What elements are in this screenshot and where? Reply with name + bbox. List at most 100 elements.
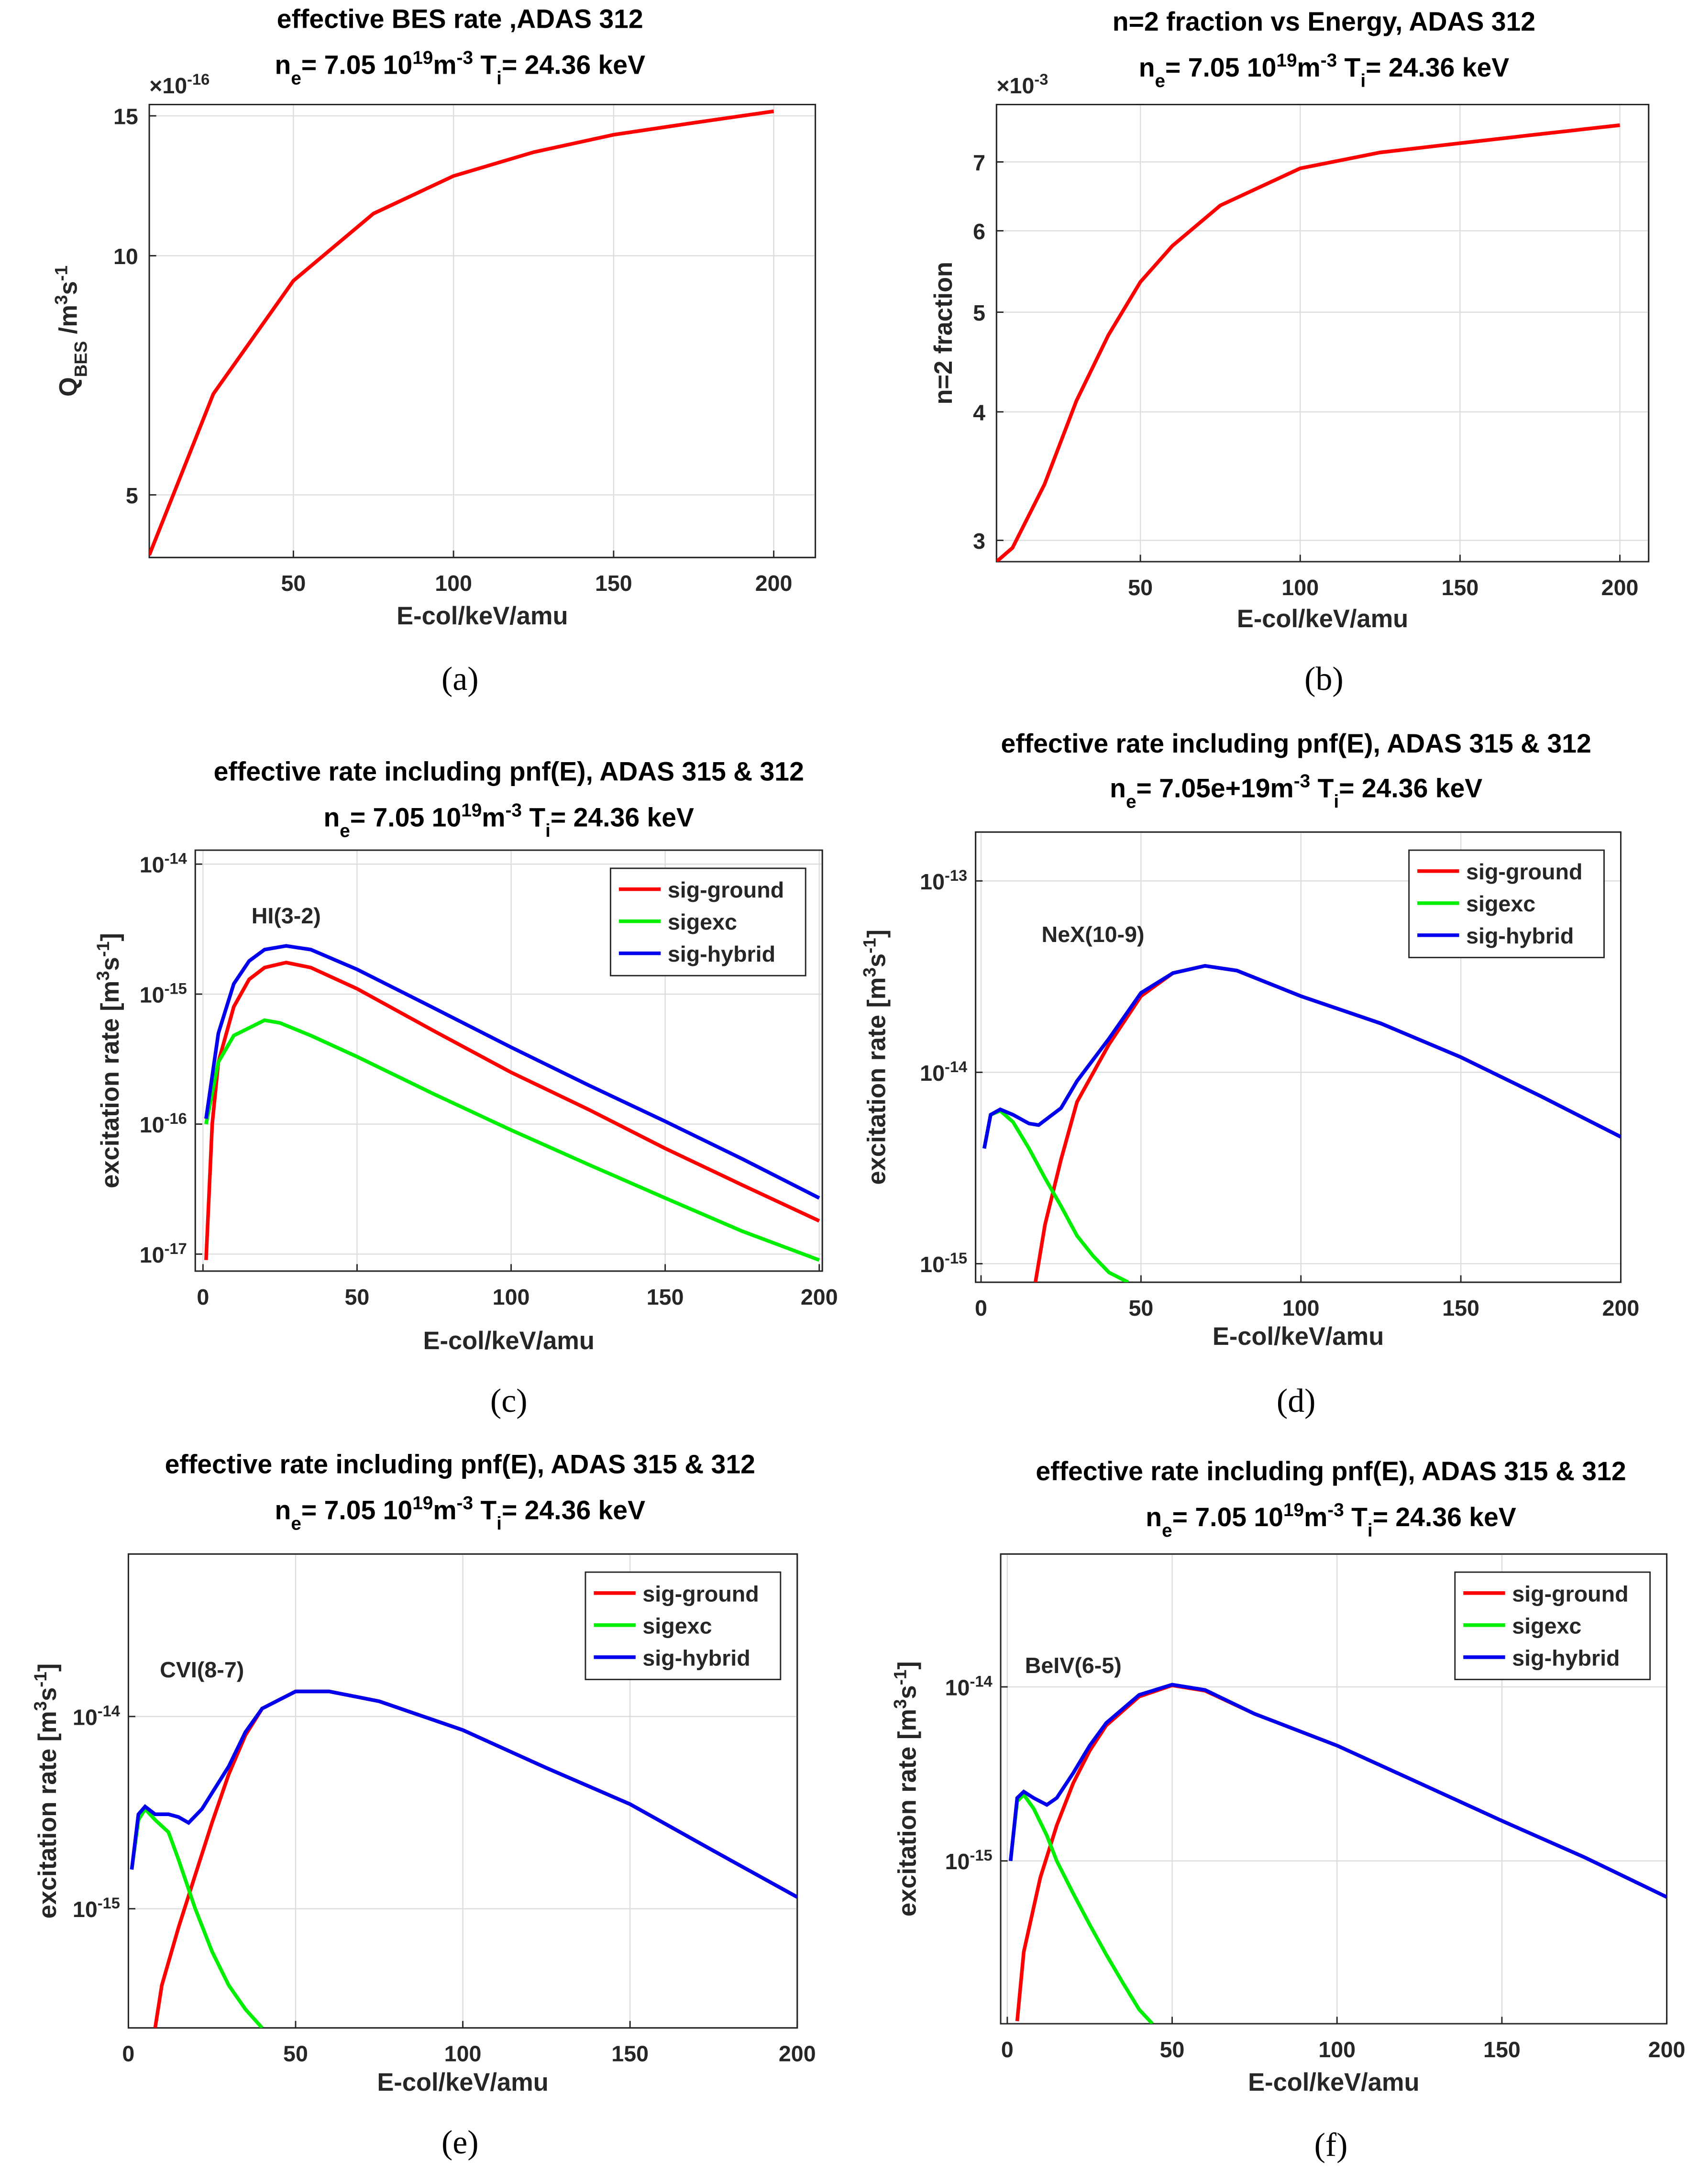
y-tick-label: 3 — [973, 529, 985, 554]
plot-frame — [975, 831, 1622, 1283]
y-tick-label: 6 — [973, 219, 985, 244]
text-part: m — [1297, 53, 1321, 82]
text-sup: -14 — [945, 1057, 967, 1075]
x-tick-label: 200 — [1648, 2037, 1686, 2062]
text-part: = 24.36 keV — [1373, 1502, 1516, 1532]
text-sub: i — [1334, 791, 1339, 812]
text-sup: 19 — [412, 47, 433, 68]
text-sup: -15 — [98, 1894, 120, 1912]
text-sup: -1 — [30, 1672, 50, 1687]
y-tick-label: 10-16 — [140, 1109, 187, 1138]
y-tick-label: 10-15 — [945, 1846, 993, 1874]
text-part: m — [433, 1495, 456, 1525]
chart-title: effective rate including pnf(E), ADAS 31… — [214, 756, 804, 786]
x-tick-label: 150 — [595, 571, 632, 596]
y-tick-label: 4 — [973, 400, 985, 425]
x-tick-label: 100 — [1282, 1296, 1320, 1320]
text-sub: i — [1368, 1520, 1373, 1541]
x-tick-label: 50 — [1160, 2037, 1185, 2062]
x-axis-label: E-col/keV/amu — [1248, 2069, 1419, 2096]
y-axis-label: n=2 fraction — [930, 262, 958, 405]
x-axis-label: E-col/keV/amu — [1237, 605, 1408, 633]
plot-area — [148, 104, 816, 558]
text-part: 10 — [140, 1112, 165, 1137]
text-part: 10 — [140, 853, 165, 877]
data-line — [204, 1018, 820, 1262]
text-part: = 7.05e+19m — [1136, 773, 1293, 803]
text-sup: -16 — [187, 70, 210, 88]
text-part: m — [482, 803, 505, 832]
text-part: Q — [55, 377, 83, 397]
text-sup: -15 — [970, 1846, 992, 1864]
text-sup: -3 — [457, 47, 473, 68]
y-tick-label: 10-14 — [140, 849, 187, 877]
text-sup: -1 — [860, 938, 879, 953]
legend-label: sig-hybrid — [642, 1645, 750, 1670]
text-part: s — [97, 957, 124, 971]
x-tick-label: 100 — [1281, 575, 1319, 600]
y-tick-label: 10-15 — [140, 979, 187, 1008]
data-line — [996, 123, 1620, 562]
text-sup: -15 — [945, 1249, 967, 1266]
text-part: T — [522, 803, 545, 832]
y-tick-label: 10-14 — [945, 1672, 993, 1700]
chart-subtitle: ne= 7.05 1019m-3 Ti= 24.36 keV — [275, 1493, 646, 1534]
text-sup: -3 — [1327, 1499, 1344, 1520]
text-part: 10 — [920, 1252, 945, 1277]
plot-frame — [995, 104, 1650, 563]
data-line — [204, 960, 820, 1260]
text-part: = 24.36 keV — [1339, 773, 1482, 803]
x-tick-label: 150 — [1442, 575, 1479, 600]
text-sub: i — [496, 68, 502, 89]
text-sub: e — [340, 820, 350, 841]
y-tick-label: 15 — [113, 104, 138, 129]
legend-label: sig-ground — [668, 877, 784, 902]
y-tick-label: 5 — [126, 483, 138, 508]
text-part: ] — [97, 933, 124, 941]
y-tick-label: 7 — [973, 150, 985, 175]
text-part: T — [1337, 53, 1360, 82]
legend-label: sigexc — [1466, 891, 1535, 916]
text-sub: e — [1126, 791, 1136, 812]
x-tick-label: 200 — [1601, 575, 1639, 600]
plot-area — [995, 104, 1650, 563]
x-tick-label: 200 — [755, 571, 793, 596]
text-sup: 19 — [1276, 50, 1297, 71]
x-tick-label: 200 — [779, 2041, 816, 2066]
text-sup: -14 — [98, 1702, 120, 1719]
chart-subtitle: ne= 7.05e+19m-3 Ti= 24.36 keV — [1110, 771, 1482, 812]
text-sup: -3 — [506, 800, 522, 820]
text-sub: BES — [71, 341, 90, 377]
x-tick-label: 100 — [435, 571, 472, 596]
legend-label: sig-ground — [642, 1581, 759, 1606]
text-sup: -14 — [970, 1672, 992, 1690]
chart-title: effective rate including pnf(E), ADAS 31… — [1036, 1456, 1626, 1486]
text-part: 10 — [140, 1242, 165, 1267]
text-part: excitation rate [m — [97, 981, 124, 1188]
text-part: n — [275, 50, 291, 79]
caption: (e) — [441, 2124, 479, 2161]
text-part: = 24.36 keV — [502, 50, 645, 79]
data-line — [1009, 1792, 1154, 2024]
annotation: NeX(10-9) — [1042, 922, 1145, 947]
text-part: T — [473, 1495, 496, 1525]
text-part: n — [1110, 773, 1126, 803]
x-tick-label: 200 — [1602, 1296, 1640, 1320]
text-sub: i — [1360, 71, 1366, 91]
caption: (f) — [1314, 2127, 1348, 2164]
legend-label: sigexc — [668, 909, 737, 934]
text-part: excitation rate [m — [34, 1711, 62, 1918]
text-sup: -3 — [1321, 50, 1337, 71]
chart-subtitle: ne= 7.05 1019m-3 Ti= 24.36 keV — [323, 800, 694, 841]
text-sup: -3 — [1034, 70, 1048, 88]
axis-multiplier: ×10-16 — [149, 70, 210, 99]
text-sup: 19 — [1283, 1499, 1304, 1520]
x-tick-label: 0 — [1001, 2037, 1014, 2062]
y-tick-label: 10-15 — [920, 1249, 967, 1277]
x-tick-label: 50 — [1128, 575, 1153, 600]
caption: (b) — [1304, 661, 1344, 698]
data-line — [982, 964, 1621, 1149]
text-part: n — [275, 1495, 291, 1525]
chart-title: effective rate including pnf(E), ADAS 31… — [1001, 729, 1591, 758]
text-sub: e — [1162, 1520, 1172, 1541]
